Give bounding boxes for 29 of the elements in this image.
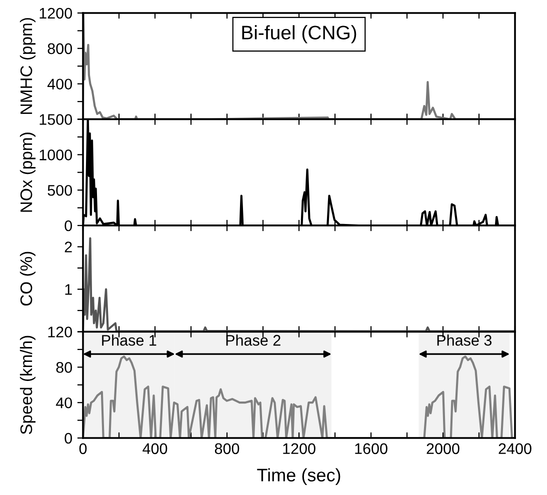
y-axis-title: NOx (ppm) [20,132,36,212]
y-tick-label: 500 [48,184,72,196]
y-tick-label: 400 [47,78,72,90]
x-tick-label: 1200 [283,443,316,454]
y-axis-title: NMHC (ppm) [20,18,36,114]
y-tick-label: 0 [64,432,72,444]
y-axis-title: CO (%) [20,252,36,306]
x-tick-label: 800 [214,443,240,454]
y-tick-label: 80 [56,362,72,373]
band-label: Phase 2 [226,334,280,346]
y-tick-label: 1000 [40,150,72,160]
y-tick-label: 1500 [40,114,72,125]
band-label: Phase 1 [102,334,156,346]
x-tick-label: 1600 [355,443,388,454]
x-tick-label: 2000 [426,443,460,454]
y-tick-label: 0 [64,220,72,232]
y-tick-label: 1 [65,284,72,295]
text: Bi-fuel (CNG) [242,25,356,44]
x-tick-label: 400 [142,443,168,454]
y-tick-label: 40 [56,397,72,408]
band-label: Phase 3 [437,334,492,346]
x-tick-label: 2400 [498,443,532,454]
y-tick-label: 1200 [40,8,72,19]
y-tick-label: 2 [64,242,72,252]
x-axis-title: Time (sec) [257,468,340,486]
y-tick-label: 120 [48,326,72,338]
y-axis-title: Speed (km/h) [20,336,36,434]
y-tick-label: 800 [48,43,72,54]
x-tick-label: 0 [79,443,87,454]
